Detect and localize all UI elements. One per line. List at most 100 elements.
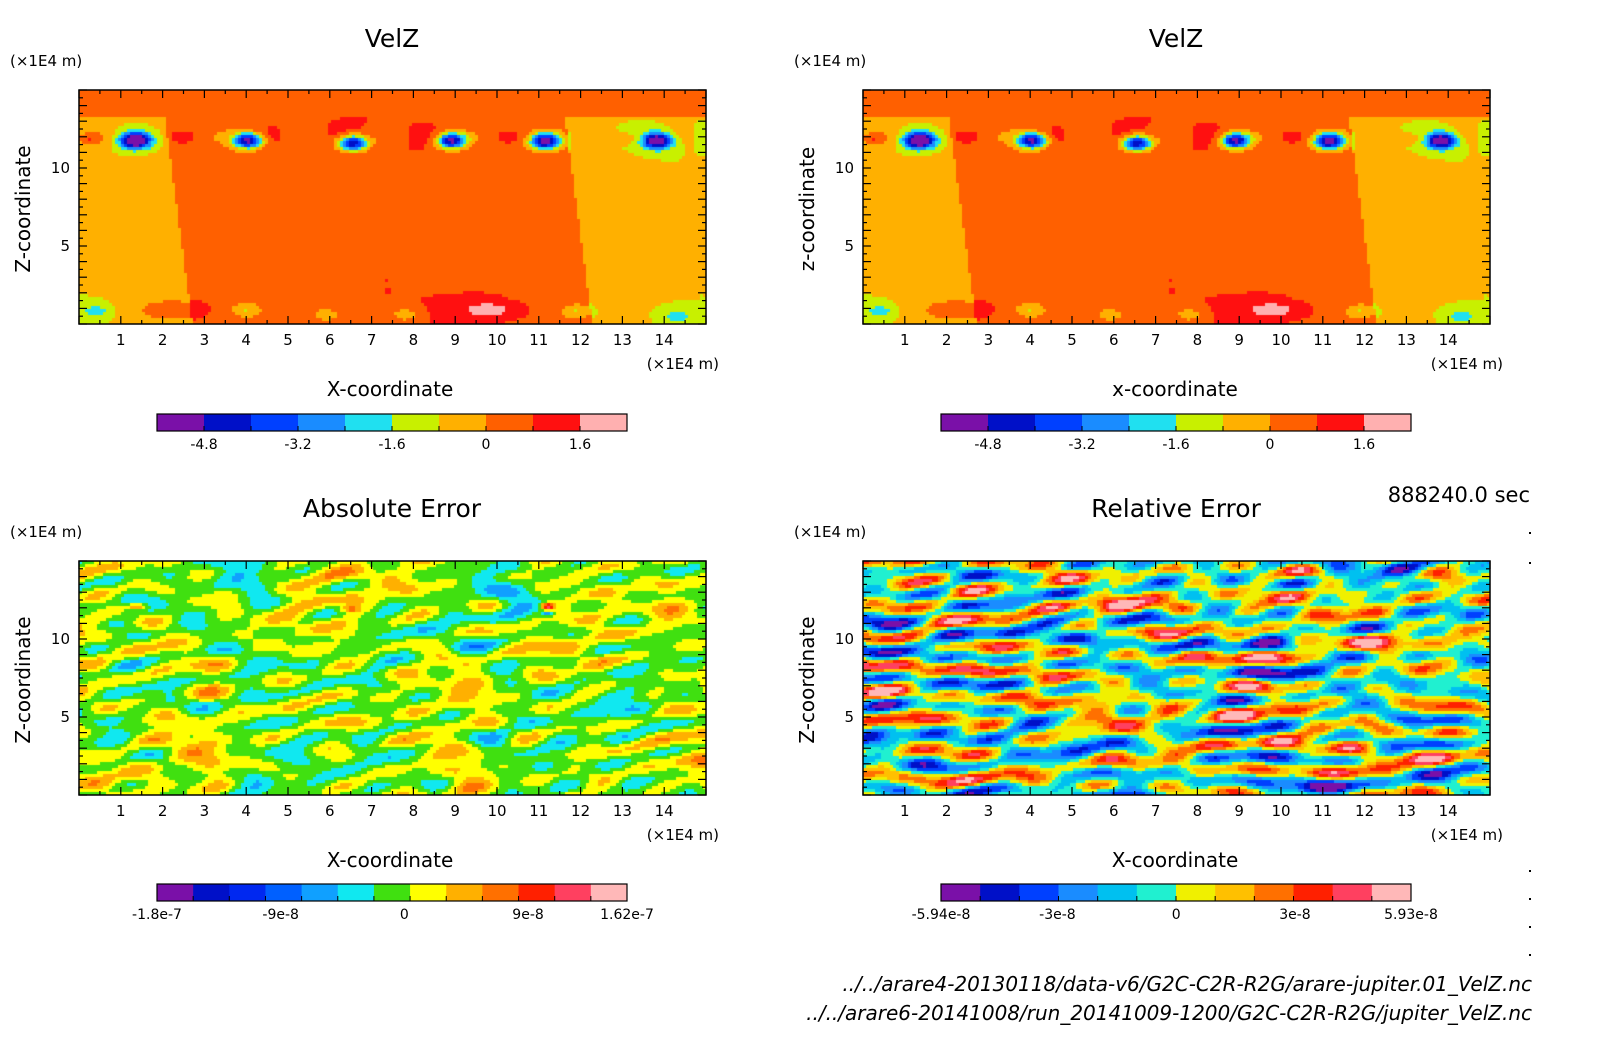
y-tick-label: 5 — [60, 237, 70, 255]
y-axis-label: Z-coordinate — [795, 616, 819, 743]
chart-title: Absolute Error — [303, 494, 482, 523]
colorbar-swatch — [1058, 884, 1099, 901]
x-tick-label: 12 — [571, 331, 590, 349]
y-ticks: 5 10 — [51, 560, 706, 796]
x-tick-label: 14 — [655, 802, 674, 820]
colorbar-swatch — [1019, 884, 1059, 901]
chart-title: Relative Error — [1091, 494, 1261, 523]
x-tick-label: 7 — [1151, 331, 1161, 349]
y-tick-label: 5 — [844, 237, 854, 255]
margin-dot — [1529, 532, 1531, 534]
x-ticks: 1 2 3 4 5 6 7 8 9 10 11 12 13 14 — [862, 561, 1491, 820]
colorbar-swatch — [1364, 414, 1412, 431]
x-tick-label: 4 — [1025, 802, 1035, 820]
colorbar-swatch — [941, 884, 981, 901]
colorbar-swatch — [941, 414, 989, 431]
x-tick-label: 9 — [1234, 802, 1244, 820]
colorbar-tick-label: 5.93e-8 — [1384, 907, 1438, 923]
colorbar-swatch — [265, 884, 303, 901]
x-unit-label: (×1E4 m) — [1431, 826, 1503, 844]
colorbar-swatch — [1371, 884, 1412, 901]
x-tick-label: 8 — [1193, 331, 1203, 349]
x-axis-label: X-coordinate — [327, 377, 454, 401]
colorbar-swatch — [251, 414, 299, 431]
heatmap-field — [79, 561, 706, 795]
x-tick-label: 12 — [1355, 331, 1374, 349]
colorbar-swatch — [229, 884, 266, 901]
colorbar-tick-label: 0 — [1172, 907, 1181, 923]
colorbar-tick-label: -1.6 — [378, 437, 405, 453]
colorbar-swatch — [1332, 884, 1373, 901]
colorbar-swatch — [590, 884, 628, 901]
colorbar-tick-label: -3.2 — [284, 437, 311, 453]
margin-dot — [1529, 562, 1531, 564]
x-tick-label: 12 — [1355, 802, 1374, 820]
y-tick-label: 5 — [844, 708, 854, 726]
x-tick-label: 6 — [325, 331, 335, 349]
colorbar-swatch — [1317, 414, 1365, 431]
colorbar-swatch — [1035, 414, 1083, 431]
colorbar-tick-label: 9e-8 — [512, 907, 543, 923]
colorbar-tick-label: 1.62e-7 — [600, 907, 654, 923]
y-unit-label: (×1E4 m) — [794, 52, 866, 70]
x-tick-label: 3 — [200, 802, 210, 820]
colorbar-swatch — [410, 884, 447, 901]
x-tick-label: 1 — [116, 331, 126, 349]
chart-title: VelZ — [1149, 24, 1204, 53]
y-axis-label: Z-coordinate — [11, 616, 35, 743]
colorbar: -5.94e-8 -3e-8 0 3e-8 5.93e-8 — [912, 883, 1438, 923]
colorbar-swatch — [337, 884, 375, 901]
x-tick-label: 6 — [1109, 331, 1119, 349]
colorbar-swatch — [554, 884, 592, 901]
x-tick-label: 3 — [984, 331, 994, 349]
margin-dot — [1529, 898, 1531, 900]
colorbar-tick-label: 0 — [400, 907, 409, 923]
colorbar-tick-label: -3.2 — [1068, 437, 1095, 453]
x-tick-label: 9 — [450, 331, 460, 349]
x-tick-label: 13 — [1397, 802, 1416, 820]
x-tick-label: 7 — [1151, 802, 1161, 820]
colorbar-swatch — [392, 414, 440, 431]
y-tick-label: 10 — [835, 630, 854, 648]
x-ticks: 1 2 3 4 5 6 7 8 9 10 11 12 13 14 — [78, 561, 707, 820]
heatmap-field — [863, 90, 1490, 324]
colorbar-tick-label: -9e-8 — [262, 907, 299, 923]
y-axis-label: Z-coordinate — [11, 145, 35, 272]
colorbar-swatch — [1176, 414, 1224, 431]
colorbar-swatch — [533, 414, 581, 431]
x-tick-label: 6 — [1109, 802, 1119, 820]
colorbar-tick-label: -1.8e-7 — [132, 907, 182, 923]
x-tick-label: 10 — [487, 331, 506, 349]
margin-dot — [1529, 870, 1531, 872]
colorbar-swatch — [345, 414, 393, 431]
colorbar-swatch — [1129, 414, 1177, 431]
colorbar-swatch — [1136, 884, 1177, 901]
chart-panel-3: Absolute Error(×1E4 m)1 2 3 4 5 6 7 8 9 10 11 12 13 1… — [10, 494, 719, 923]
x-tick-label: 4 — [1025, 331, 1035, 349]
margin-dots — [1529, 532, 1531, 956]
x-unit-label: (×1E4 m) — [647, 826, 719, 844]
colorbar-swatch — [482, 884, 520, 901]
colorbar-swatch — [157, 884, 194, 901]
x-tick-label: 8 — [409, 331, 419, 349]
colorbar-tick-label: 0 — [1266, 437, 1275, 453]
colorbar-swatch — [439, 414, 487, 431]
colorbar-tick-label: 3e-8 — [1279, 907, 1310, 923]
x-tick-label: 12 — [571, 802, 590, 820]
x-tick-label: 7 — [367, 331, 377, 349]
x-tick-label: 13 — [1397, 331, 1416, 349]
y-axis-label: z-coordinate — [795, 147, 819, 271]
y-tick-label: 10 — [51, 630, 70, 648]
time-label: 888240.0 sec — [1388, 483, 1530, 507]
colorbar-swatch — [301, 884, 339, 901]
colorbar: -4.8 -3.2 -1.6 0 1.6 — [156, 413, 628, 453]
chart-panel-2: VelZ(×1E4 m)1 2 3 4 5 6 7 8 9 10 11 12 13 14510z-coor… — [794, 24, 1503, 453]
x-axis-label: X-coordinate — [1112, 848, 1239, 872]
x-ticks: 1 2 3 4 5 6 7 8 9 10 11 12 13 14 — [78, 90, 707, 349]
x-tick-label: 7 — [367, 802, 377, 820]
y-unit-label: (×1E4 m) — [794, 523, 866, 541]
chart-title: VelZ — [365, 24, 420, 53]
x-tick-label: 2 — [158, 802, 168, 820]
x-axis-label: X-coordinate — [327, 848, 454, 872]
